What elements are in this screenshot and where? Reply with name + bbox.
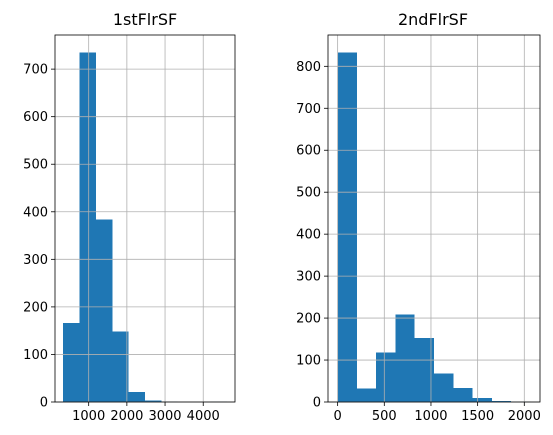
y-tick-label: 700 [296, 102, 321, 117]
axes-frame [54, 34, 236, 403]
y-tick-label: 100 [296, 354, 321, 369]
histogram-bar [395, 314, 415, 402]
y-tick-label: 500 [296, 186, 321, 201]
y-tick-label: 500 [23, 158, 48, 173]
y-tick-label: 300 [23, 253, 48, 268]
x-tick-label: 0 [333, 409, 341, 424]
y-tick-label: 300 [296, 270, 321, 285]
y-tick-label: 100 [23, 348, 48, 363]
x-tick-label: 2000 [508, 409, 541, 424]
x-tick-label: 2000 [110, 409, 143, 424]
histogram-bar [491, 401, 512, 402]
chart-title: 1stFlrSF [113, 10, 177, 29]
axes-frame [327, 34, 541, 403]
histogram-bar [145, 400, 162, 402]
histogram-bar [414, 337, 434, 402]
histogram-bar [337, 52, 357, 402]
histogram-bar [128, 392, 145, 402]
histogram-bar [112, 331, 129, 402]
y-tick-label: 200 [296, 312, 321, 327]
y-tick-label: 400 [23, 205, 48, 220]
y-tick-label: 0 [40, 396, 48, 411]
x-tick-label: 1500 [461, 409, 494, 424]
histogram-bar [434, 373, 454, 402]
y-tick-label: 600 [23, 110, 48, 125]
histogram-bar [356, 388, 377, 402]
x-tick-label: 1000 [414, 409, 447, 424]
y-tick-label: 800 [296, 60, 321, 75]
x-tick-label: 500 [372, 409, 397, 424]
histogram-2ndflrsf: 0 100 200 300 400 500 600 700 800 0 500 1000 1500 200… [296, 10, 541, 424]
y-tick-label: 600 [296, 144, 321, 159]
y-tick-label: 400 [296, 228, 321, 243]
histogram-bar [453, 388, 473, 402]
histogram-bar [95, 219, 113, 402]
x-tick-label: 1000 [72, 409, 105, 424]
y-tick-label: 0 [313, 396, 321, 411]
x-tick-label: 4000 [187, 409, 220, 424]
y-tick-label: 200 [23, 300, 48, 315]
x-tick-label: 3000 [148, 409, 181, 424]
histogram-bar [472, 398, 492, 402]
chart-title: 2ndFlrSF [398, 10, 468, 29]
histogram-bar [63, 323, 80, 402]
y-tick-label: 700 [23, 63, 48, 78]
histogram-1stflrsf: 0 100 200 300 400 500 600 700 1000 2000 3000 4000 1s… [23, 10, 236, 424]
histogram-bar [79, 52, 96, 402]
histogram-bar [376, 352, 396, 402]
